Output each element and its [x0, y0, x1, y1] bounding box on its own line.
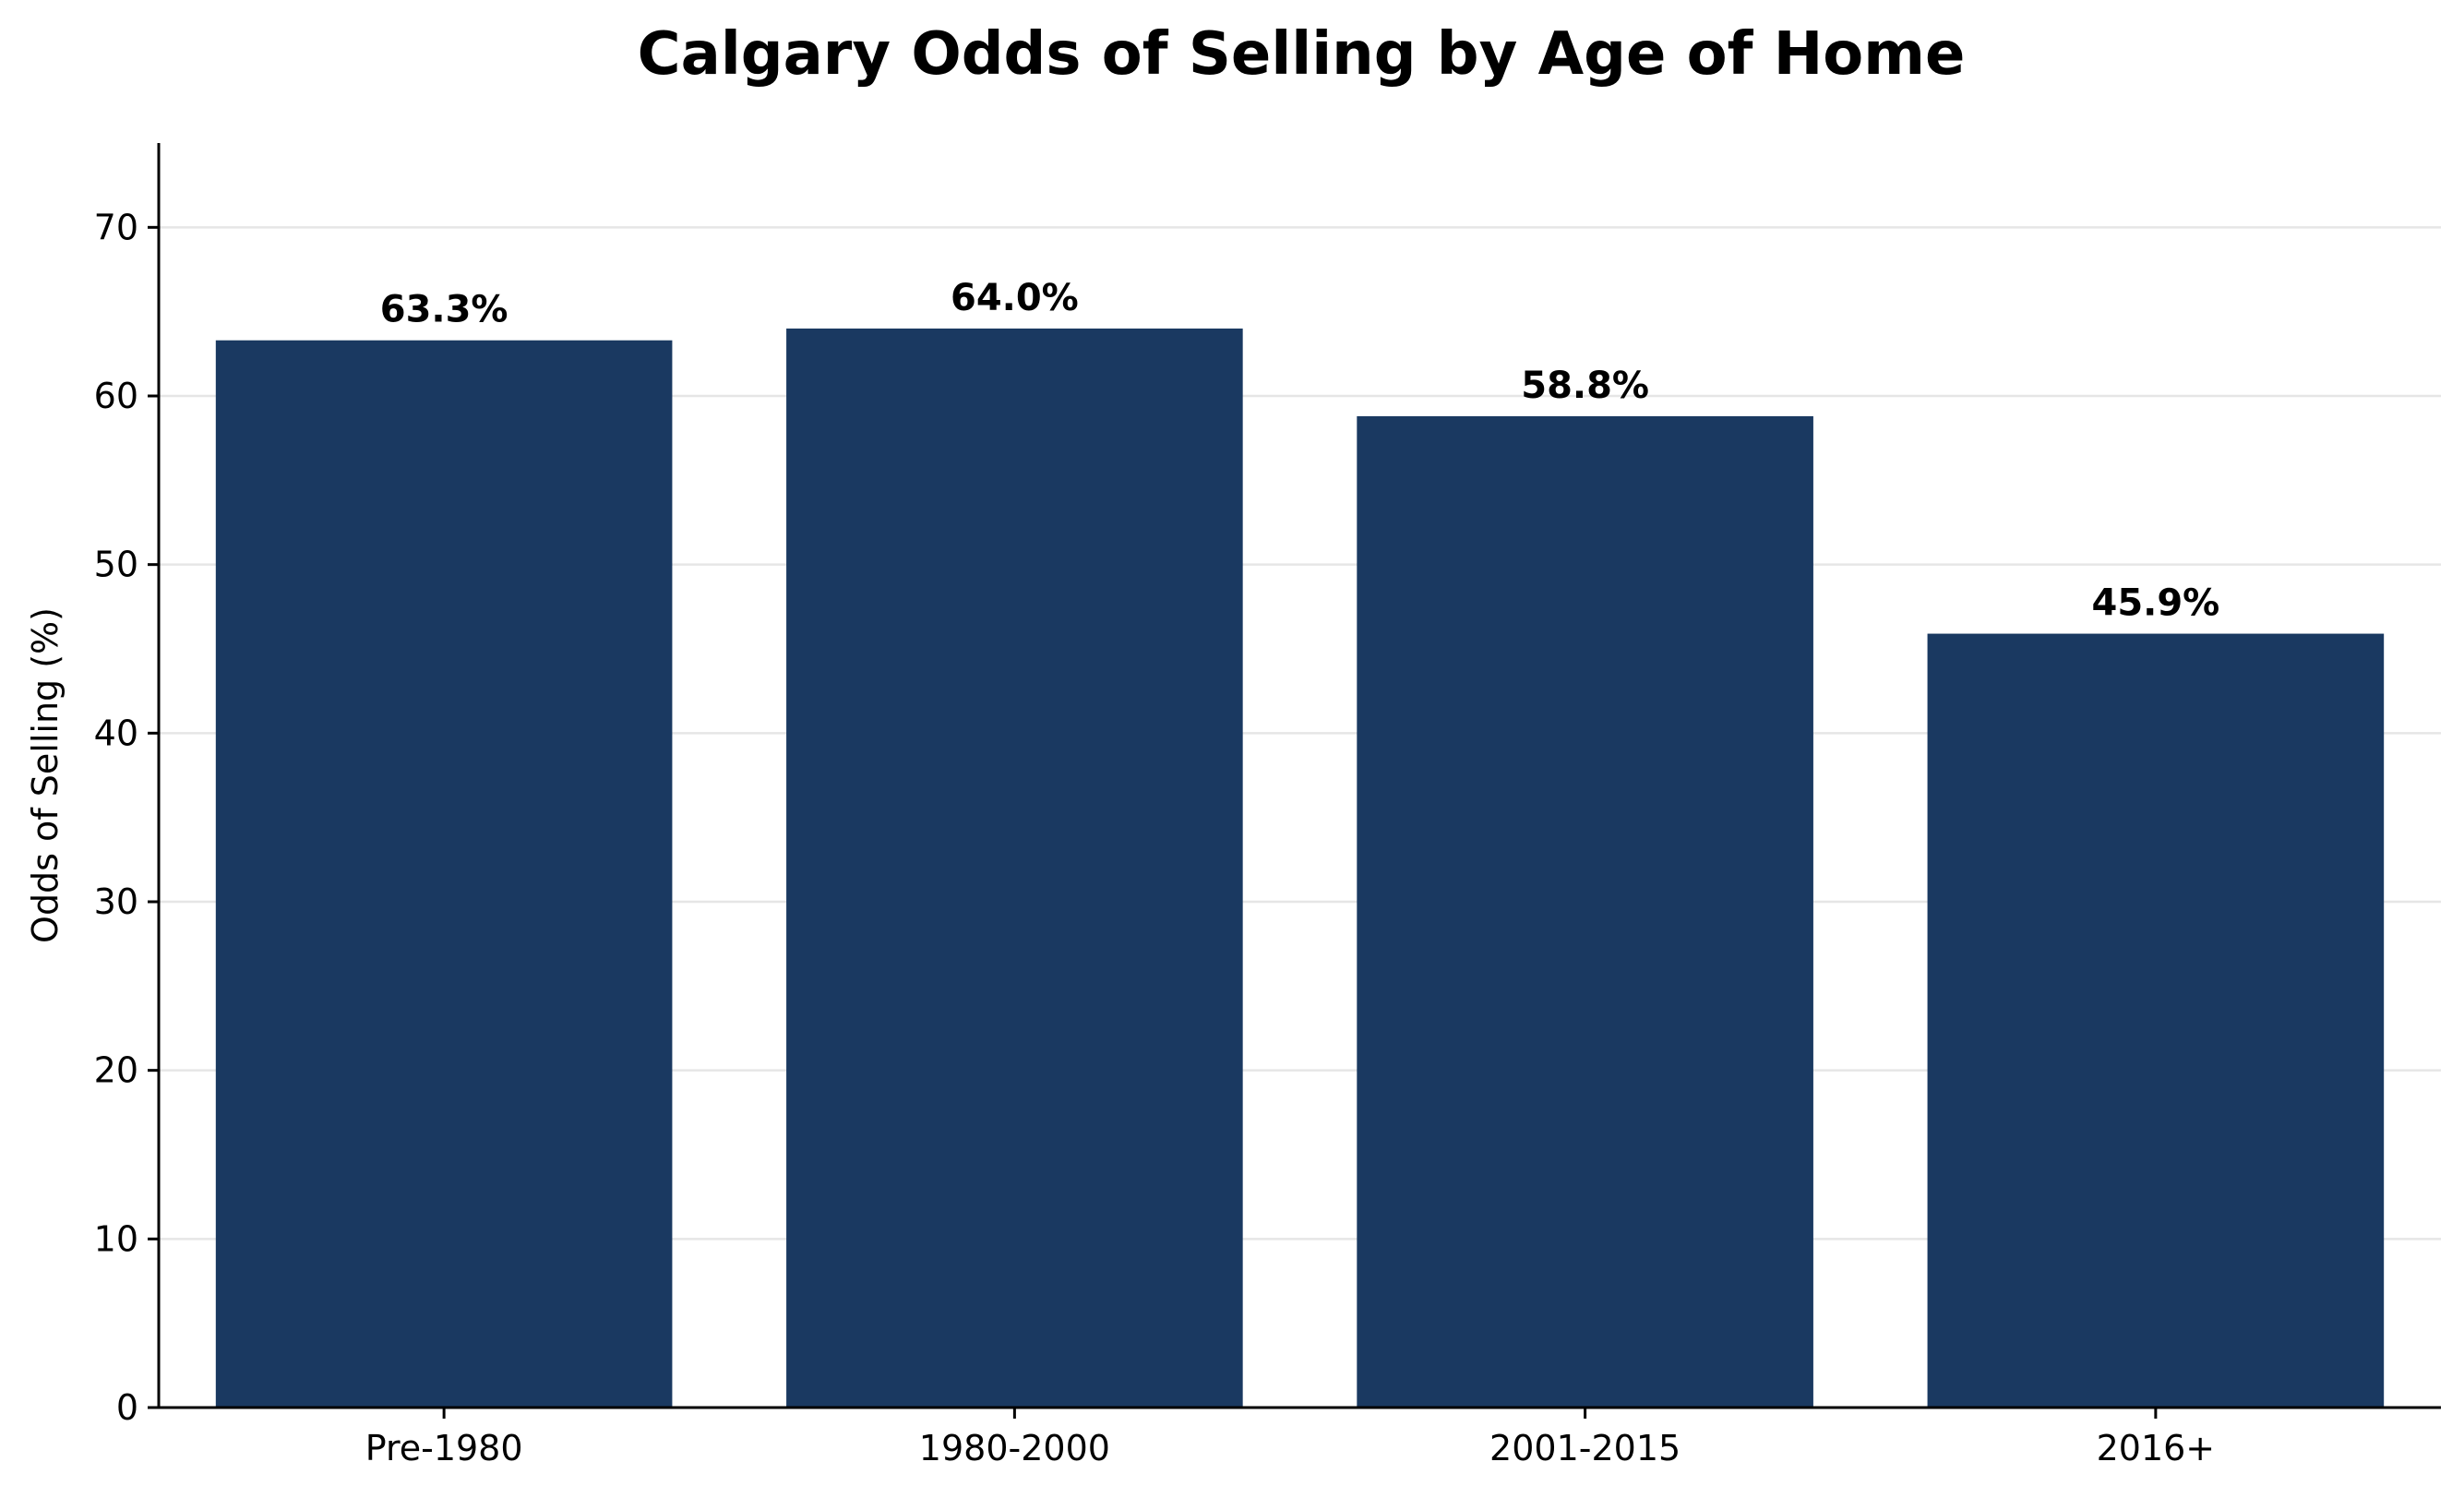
x-tick-label: Pre-1980 — [365, 1428, 523, 1468]
bar-labels-layer: 63.3% 64.0% 58.8% 45.9% — [380, 277, 2220, 625]
y-tick-label: 20 — [94, 1050, 138, 1091]
y-tick-label: 0 — [116, 1387, 138, 1428]
bar-2001-2015 — [1357, 415, 1813, 1408]
bar-value-label: 45.9% — [2091, 582, 2219, 625]
bar-value-label: 64.0% — [951, 277, 1079, 319]
x-tick-label: 2016+ — [2097, 1428, 2216, 1468]
bar-pre-1980 — [215, 340, 673, 1408]
y-tick-label: 70 — [94, 207, 138, 247]
axes-layer: 0 10 20 30 40 50 60 70 Pre-1980 1980-2000 2001-201… — [94, 143, 2441, 1468]
y-tick-label: 30 — [94, 881, 138, 922]
x-tick-label: 2001-2015 — [1489, 1428, 1681, 1468]
bars-layer — [215, 328, 2385, 1408]
bar-value-label: 63.3% — [380, 289, 508, 331]
bar-1980-2000 — [786, 328, 1243, 1408]
bar-2016- — [1927, 633, 2385, 1408]
bar-value-label: 58.8% — [1521, 365, 1649, 407]
y-tick-label: 40 — [94, 713, 138, 753]
x-tick-label: 1980-2000 — [919, 1428, 1110, 1468]
y-tick-label: 10 — [94, 1218, 138, 1259]
y-tick-label: 50 — [94, 545, 138, 585]
y-axis-label: Odds of Selling (%) — [25, 607, 66, 943]
y-tick-label: 60 — [94, 376, 138, 416]
chart-title: Calgary Odds of Selling by Age of Home — [638, 20, 1966, 89]
